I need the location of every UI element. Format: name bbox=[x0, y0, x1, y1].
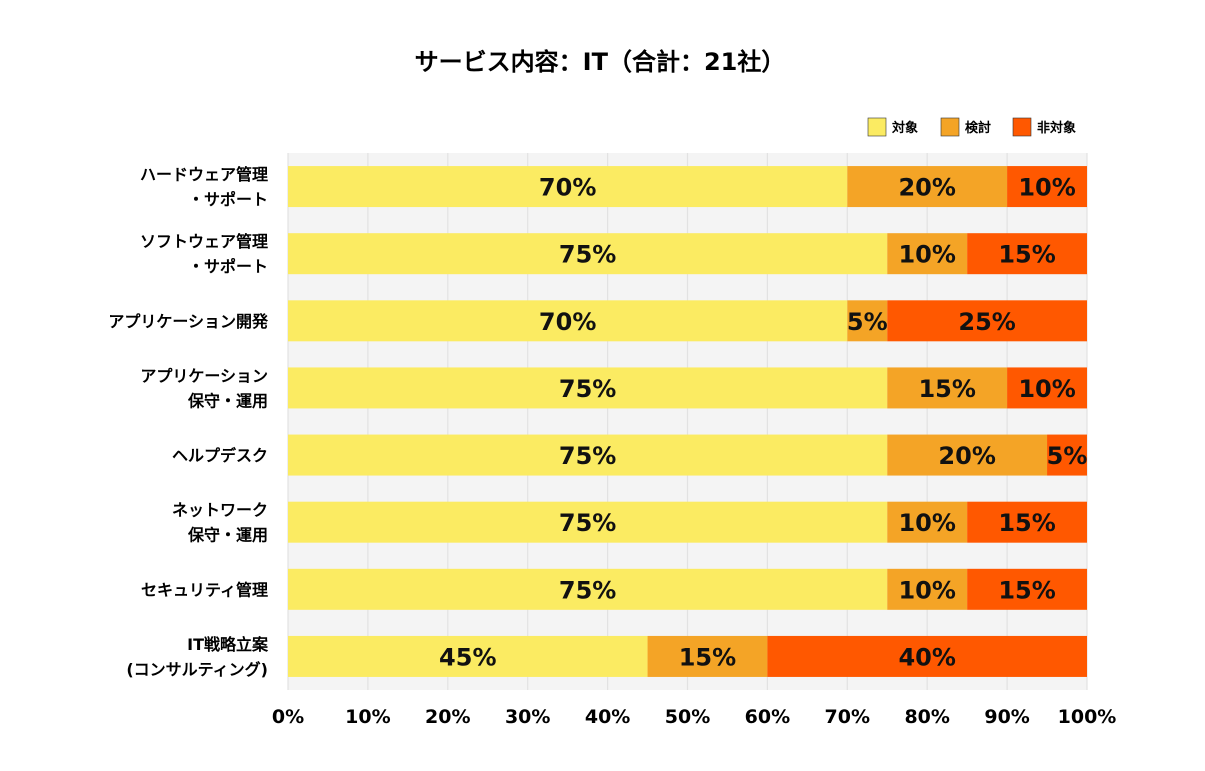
legend-swatch bbox=[940, 117, 960, 137]
data-label: 40% bbox=[898, 643, 955, 671]
bar-segment bbox=[887, 300, 1087, 342]
category-label: セキュリティ管理 bbox=[141, 580, 268, 599]
data-label: 75% bbox=[559, 241, 616, 269]
data-label: 5% bbox=[847, 308, 888, 336]
x-tick-label: 0% bbox=[272, 706, 304, 728]
category-label: ・サポート bbox=[188, 190, 268, 209]
data-label: 10% bbox=[898, 509, 955, 537]
category-label: ・サポート bbox=[188, 257, 268, 276]
bar-segment bbox=[288, 166, 848, 208]
data-label: 15% bbox=[998, 241, 1055, 269]
bar-segment bbox=[847, 300, 888, 342]
data-label: 20% bbox=[938, 442, 995, 470]
bar-segment bbox=[887, 434, 1048, 476]
bar-segment bbox=[1007, 367, 1087, 409]
data-label: 70% bbox=[539, 308, 596, 336]
bar-segment bbox=[887, 501, 968, 543]
bars bbox=[288, 166, 1087, 677]
x-tick-label: 60% bbox=[745, 706, 790, 728]
legend-label: 非対象 bbox=[1037, 120, 1076, 136]
bar-segment bbox=[288, 233, 888, 275]
data-label: 10% bbox=[898, 576, 955, 604]
x-tick-label: 20% bbox=[425, 706, 470, 728]
bar-segment bbox=[288, 434, 888, 476]
data-label: 15% bbox=[998, 509, 1055, 537]
category-label: 保守・運用 bbox=[187, 526, 268, 545]
data-label: 75% bbox=[559, 509, 616, 537]
legend-swatch bbox=[1012, 117, 1032, 137]
data-label: 75% bbox=[559, 375, 616, 403]
bar-segment bbox=[647, 635, 768, 677]
chart-title: サービス内容：IT（合計：21社） bbox=[415, 48, 786, 76]
data-label: 75% bbox=[559, 576, 616, 604]
data-label: 15% bbox=[998, 576, 1055, 604]
bar-segment bbox=[847, 166, 1008, 208]
data-label: 15% bbox=[679, 643, 736, 671]
category-label: (コンサルティング) bbox=[126, 660, 268, 679]
data-label: 10% bbox=[1018, 174, 1075, 202]
legend: 対象 検討 非対象 bbox=[867, 117, 1076, 137]
legend-swatch bbox=[867, 117, 887, 137]
category-label: アプリケーション bbox=[140, 366, 268, 385]
data-label: 10% bbox=[1018, 375, 1075, 403]
bar-segment bbox=[967, 233, 1087, 275]
legend-label: 検討 bbox=[965, 120, 991, 136]
x-tick-label: 100% bbox=[1058, 706, 1117, 728]
bar-segment bbox=[887, 233, 968, 275]
data-label: 45% bbox=[439, 643, 496, 671]
bar-segment bbox=[887, 367, 1008, 409]
bar-segment bbox=[967, 568, 1087, 610]
bar-segment bbox=[967, 501, 1087, 543]
category-label: ハードウェア管理 bbox=[140, 165, 268, 184]
bar-segment bbox=[767, 635, 1087, 677]
bar-segment bbox=[288, 568, 888, 610]
category-label: ネットワーク bbox=[172, 501, 268, 520]
x-axis-ticks: 0% 10% 20% 30% 40% 50% 60% 70% 80% 90% 100% bbox=[272, 706, 1116, 728]
category-label: ヘルプデスク bbox=[172, 446, 268, 465]
x-tick-label: 90% bbox=[984, 706, 1029, 728]
data-label: 70% bbox=[539, 174, 596, 202]
category-label: IT戦略立案 bbox=[187, 635, 269, 654]
x-tick-label: 80% bbox=[904, 706, 949, 728]
category-label: ソフトウェア管理 bbox=[140, 232, 268, 251]
data-label: 15% bbox=[918, 375, 975, 403]
x-tick-label: 70% bbox=[825, 706, 870, 728]
bar-segment bbox=[1007, 166, 1087, 208]
bar-segment bbox=[1047, 434, 1087, 476]
x-tick-label: 10% bbox=[345, 706, 390, 728]
bar-segment bbox=[288, 300, 848, 342]
bar-segment bbox=[288, 367, 888, 409]
data-label: 10% bbox=[898, 241, 955, 269]
data-label: 20% bbox=[898, 174, 955, 202]
data-labels: 70% 20% 10% 75% 10% 15% 70% 5% 25% 75% 15% 10% 75% 20… bbox=[439, 174, 1087, 672]
data-label: 25% bbox=[958, 308, 1015, 336]
category-labels: ハードウェア管理・サポートソフトウェア管理・サポートアプリケーション開発アプリケ… bbox=[108, 165, 269, 679]
category-label: 保守・運用 bbox=[187, 391, 268, 410]
x-tick-label: 40% bbox=[585, 706, 630, 728]
x-tick-label: 30% bbox=[505, 706, 550, 728]
bar-segment bbox=[288, 635, 648, 677]
data-label: 75% bbox=[559, 442, 616, 470]
x-tick-label: 50% bbox=[665, 706, 710, 728]
category-label: アプリケーション開発 bbox=[108, 312, 269, 331]
bar-segment bbox=[887, 568, 968, 610]
bar-segment bbox=[288, 501, 888, 543]
data-label: 5% bbox=[1047, 442, 1088, 470]
legend-label: 対象 bbox=[891, 120, 918, 136]
